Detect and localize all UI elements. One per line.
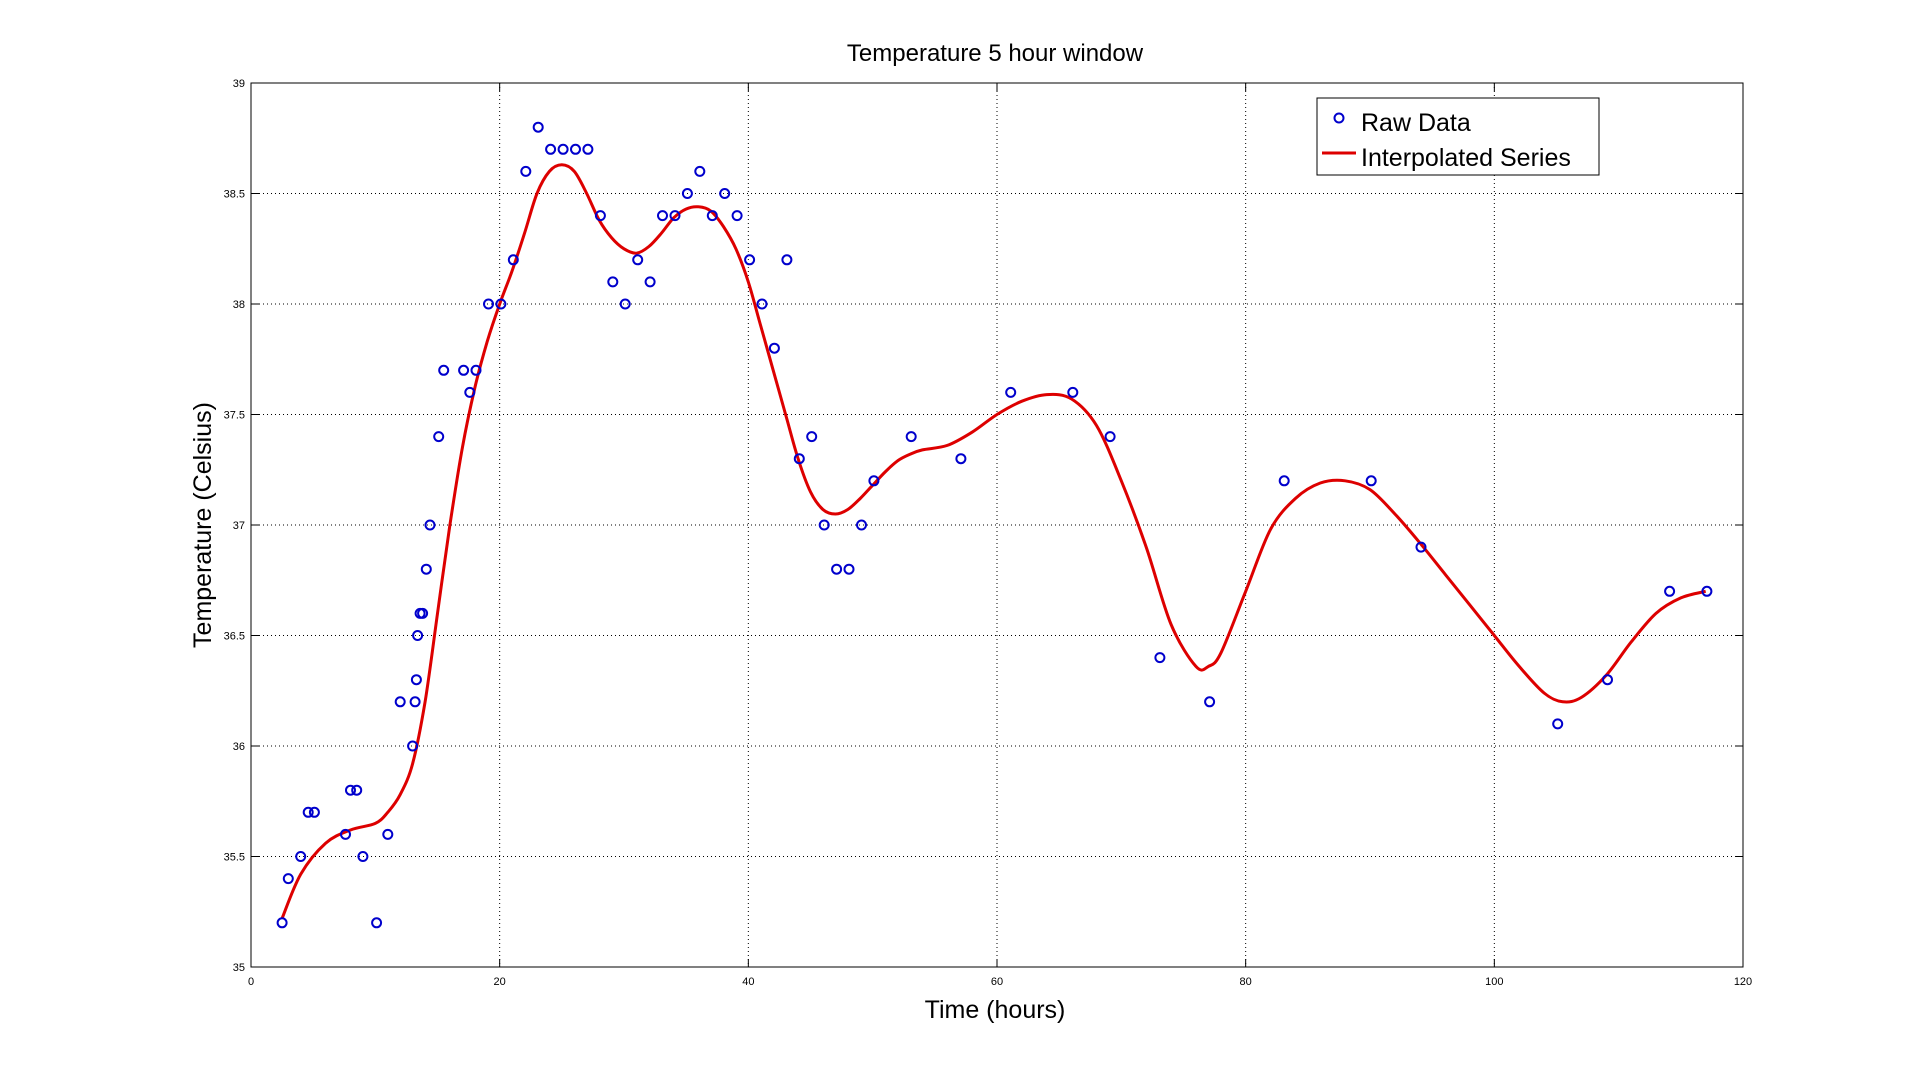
raw-data-point: [781, 254, 793, 266]
raw-data-point: [483, 298, 494, 310]
raw-data-point: [412, 630, 424, 641]
x-tick-label: 100: [1485, 976, 1503, 988]
raw-data-point: [345, 784, 356, 796]
x-tick-label: 60: [991, 976, 1003, 988]
x-axis-label: Time (hours): [925, 996, 1066, 1024]
y-tick-label: 36.5: [224, 631, 245, 643]
y-tick-label: 39: [233, 78, 245, 90]
raw-data-point: [681, 188, 693, 199]
y-tick-label: 35: [233, 962, 245, 974]
y-tick-label: 36: [233, 741, 245, 753]
raw-data-point: [768, 342, 780, 354]
raw-data-point: [371, 917, 383, 929]
y-tick-label: 38: [233, 299, 245, 311]
raw-data-point: [382, 828, 394, 840]
y-tick-label: 37: [233, 520, 245, 532]
raw-data-point: [1204, 696, 1216, 708]
raw-data-point: [417, 607, 429, 619]
raw-data-point: [557, 143, 569, 155]
series-line-interpolated-series: [280, 163, 1707, 919]
raw-data-point: [1154, 652, 1166, 664]
raw-data-point: [420, 563, 432, 575]
raw-data-point: [424, 519, 436, 531]
legend: Raw Data Interpolated Series: [1316, 97, 1600, 176]
raw-data-point: [644, 276, 656, 288]
raw-data-point: [276, 917, 288, 929]
raw-data-point: [1005, 386, 1017, 398]
raw-data-point: [594, 210, 606, 222]
raw-data-point: [905, 431, 917, 443]
legend-label-interpolated-series: Interpolated Series: [1361, 144, 1571, 172]
plot-frame: [250, 82, 1744, 968]
raw-data-point: [340, 828, 351, 840]
raw-data-point: [1365, 475, 1377, 487]
raw-data-point: [731, 210, 743, 222]
raw-data-point: [464, 386, 476, 398]
raw-data-point: [410, 674, 422, 686]
raw-data-point: [868, 475, 880, 487]
series-layer: [276, 121, 1713, 929]
raw-data-point: [409, 696, 421, 708]
legend-marker-raw-data: [1333, 112, 1345, 124]
raw-data-point: [1602, 674, 1613, 686]
raw-data-point: [470, 364, 482, 376]
axis-tick-labels: 0 20 40 60 80 100 120 35 35.5 36 36.5 37 37.5 38 38.5 3…: [224, 78, 1753, 988]
raw-data-point: [1552, 718, 1564, 730]
raw-data-point: [351, 784, 363, 796]
raw-data-point: [632, 254, 644, 266]
raw-data-point: [545, 143, 557, 155]
raw-data-point: [1701, 585, 1713, 597]
y-axis-label: Temperature (Celsius): [189, 402, 217, 648]
raw-data-point: [669, 210, 681, 222]
raw-data-point: [657, 210, 668, 222]
raw-data-point: [308, 806, 320, 818]
raw-data-point: [744, 254, 756, 266]
raw-data-point: [357, 851, 369, 862]
raw-data-point: [1415, 541, 1427, 553]
raw-data-point: [694, 165, 706, 177]
raw-data-point: [1278, 475, 1290, 487]
raw-data-point: [582, 143, 594, 155]
raw-data-point: [394, 696, 406, 708]
raw-data-point: [520, 165, 532, 177]
raw-data-point: [458, 364, 470, 376]
raw-data-point: [438, 364, 450, 376]
raw-data-point: [607, 276, 619, 288]
raw-data-point: [955, 453, 967, 465]
raw-data-point: [818, 519, 830, 531]
x-tick-label: 40: [742, 976, 754, 988]
raw-data-point: [570, 143, 581, 155]
raw-data-point: [831, 563, 843, 575]
raw-data-point: [1104, 431, 1116, 443]
raw-data-point: [433, 431, 445, 443]
raw-data-point: [495, 298, 507, 310]
legend-box: [1316, 97, 1600, 176]
y-tick-label: 37.5: [224, 410, 245, 422]
chart-title: Temperature 5 hour window: [847, 40, 1144, 67]
x-tick-label: 120: [1734, 976, 1752, 988]
raw-data-point: [756, 298, 768, 310]
raw-data-point: [719, 188, 731, 199]
raw-data-point: [843, 563, 855, 575]
raw-data-point: [706, 210, 718, 222]
x-tick-label: 80: [1240, 976, 1252, 988]
legend-label-raw-data: Raw Data: [1361, 109, 1471, 137]
x-tick-label: 20: [494, 976, 506, 988]
raw-data-point: [1664, 585, 1676, 597]
raw-data-point: [407, 740, 419, 752]
y-tick-label: 35.5: [224, 852, 245, 864]
raw-data-point: [806, 431, 818, 443]
raw-data-point: [507, 254, 519, 266]
x-tick-label: 0: [248, 976, 254, 988]
raw-data-point: [295, 851, 307, 862]
raw-data-point: [619, 298, 631, 310]
raw-data-point: [532, 121, 544, 133]
y-tick-label: 38.5: [224, 189, 245, 201]
raw-data-point: [793, 453, 805, 465]
raw-data-point: [282, 873, 294, 885]
raw-data-point: [302, 806, 314, 818]
raw-data-point: [1067, 386, 1079, 398]
raw-data-point: [856, 519, 867, 531]
